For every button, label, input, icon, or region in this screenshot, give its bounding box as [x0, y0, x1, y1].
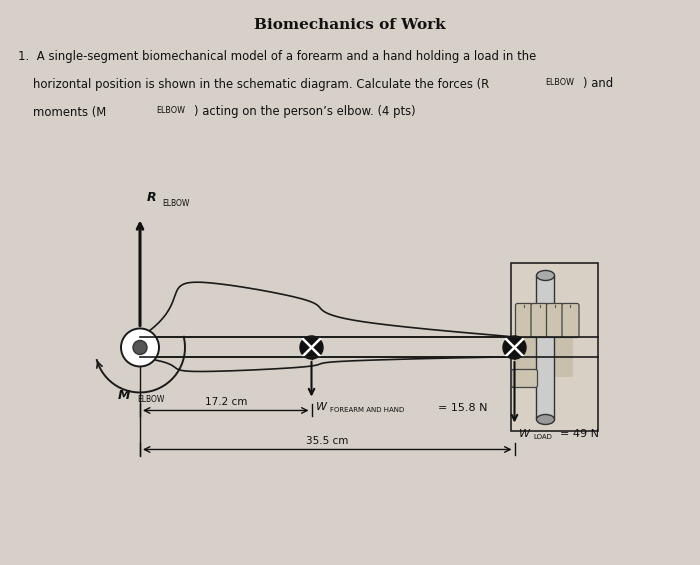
Text: LOAD: LOAD — [533, 434, 552, 441]
Text: horizontal position is shown in the schematic diagram. Calculate the forces (R: horizontal position is shown in the sche… — [18, 78, 489, 91]
Text: = 49 N: = 49 N — [561, 429, 599, 440]
Circle shape — [121, 328, 159, 367]
FancyBboxPatch shape — [547, 303, 564, 337]
Circle shape — [300, 336, 323, 359]
Text: 1.  A single-segment biomechanical model of a forearm and a hand holding a load : 1. A single-segment biomechanical model … — [18, 50, 536, 63]
Bar — [536, 276, 554, 419]
Text: W: W — [316, 402, 326, 412]
Text: ELBOW: ELBOW — [545, 78, 575, 87]
Circle shape — [503, 336, 526, 359]
Text: 35.5 cm: 35.5 cm — [306, 437, 349, 446]
FancyBboxPatch shape — [562, 303, 579, 337]
Text: moments (M: moments (M — [18, 106, 106, 119]
FancyBboxPatch shape — [512, 370, 538, 388]
Text: = 15.8 N: = 15.8 N — [438, 403, 487, 413]
Bar — [512, 263, 598, 432]
FancyBboxPatch shape — [531, 303, 548, 337]
Text: ELBOW: ELBOW — [137, 396, 164, 405]
Text: FOREARM AND HAND: FOREARM AND HAND — [330, 407, 405, 414]
Text: 17.2 cm: 17.2 cm — [204, 397, 247, 407]
Text: ) acting on the person’s elbow. (4 pts): ) acting on the person’s elbow. (4 pts) — [194, 106, 416, 119]
FancyBboxPatch shape — [515, 303, 533, 337]
Circle shape — [133, 341, 147, 354]
Text: W: W — [519, 429, 529, 440]
Text: R: R — [147, 191, 157, 204]
Text: Biomechanics of Work: Biomechanics of Work — [254, 18, 446, 32]
Ellipse shape — [521, 310, 561, 385]
Bar — [515, 336, 573, 377]
Ellipse shape — [536, 415, 554, 424]
Text: ELBOW: ELBOW — [157, 106, 186, 115]
Ellipse shape — [536, 271, 554, 280]
Text: ) and: ) and — [583, 77, 613, 90]
Text: ELBOW: ELBOW — [162, 199, 190, 208]
Text: M: M — [118, 389, 130, 402]
